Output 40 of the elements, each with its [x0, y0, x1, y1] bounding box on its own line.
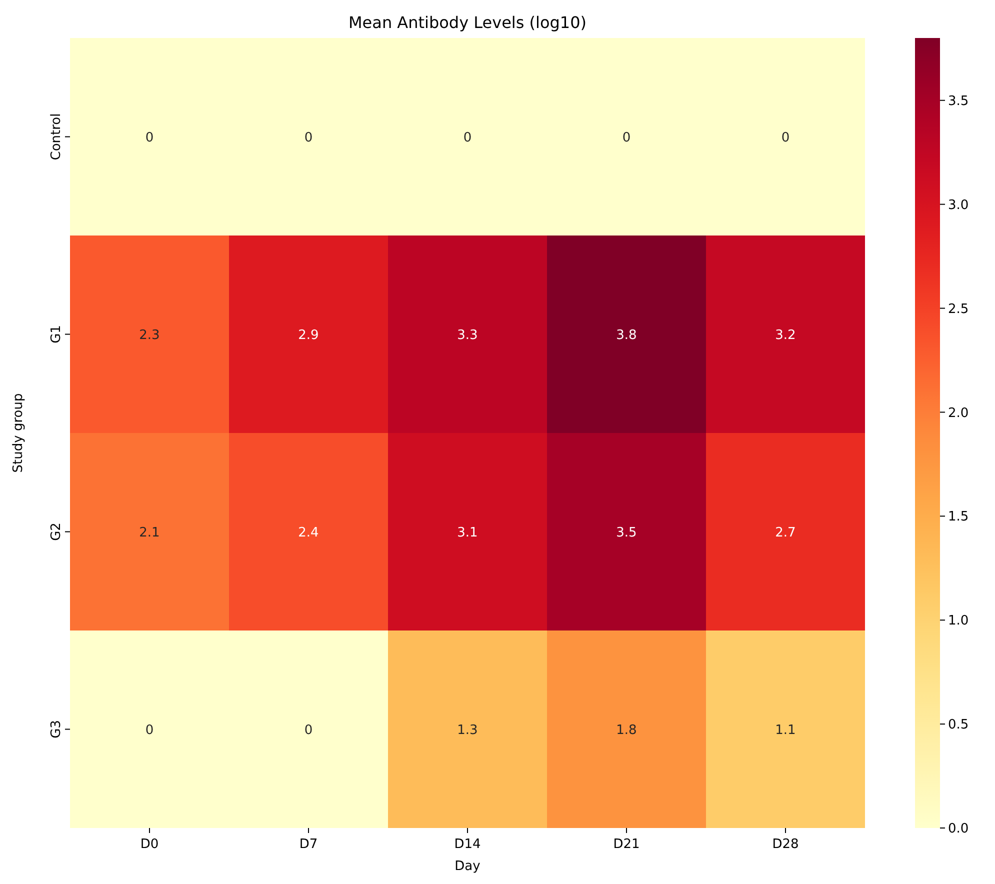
data-label: 1.1 — [775, 722, 796, 738]
color-bar-label: 3.0 — [948, 198, 969, 213]
y-tick-label: Control — [49, 113, 64, 160]
data-label: 2.9 — [298, 328, 319, 343]
color-bar-label: 0.0 — [948, 822, 969, 837]
x-tick-label: D14 — [454, 837, 481, 852]
color-bar-label: 3.5 — [948, 94, 969, 109]
data-label: 3.8 — [616, 328, 637, 343]
data-label: 0 — [304, 130, 313, 146]
data-label: 2.3 — [139, 328, 160, 343]
data-label: 3.3 — [457, 328, 478, 343]
data-label: 0 — [622, 130, 631, 146]
chart-title: Mean Antibody Levels (log10) — [348, 13, 587, 32]
data-label: 2.7 — [775, 525, 796, 540]
x-tick-label: D7 — [299, 837, 318, 852]
color-bar-label: 1.0 — [948, 614, 969, 629]
x-tick-label: D0 — [140, 837, 159, 852]
data-label: 0 — [463, 130, 472, 146]
data-label: 1.8 — [616, 722, 637, 738]
color-bar-label: 0.5 — [948, 718, 969, 733]
data-label: 2.1 — [139, 525, 160, 540]
data-label: 0 — [304, 722, 313, 738]
data-label: 2.4 — [298, 525, 319, 540]
color-bar-label: 2.0 — [948, 406, 969, 421]
data-label: 0 — [145, 130, 154, 146]
x-tick-label: D21 — [613, 837, 640, 852]
data-label: 0 — [145, 722, 154, 738]
data-label: 3.5 — [616, 525, 637, 540]
x-tick-label: D28 — [772, 837, 799, 852]
y-tick-label: G1 — [49, 325, 64, 344]
data-label: 0 — [781, 130, 790, 146]
color-bar-label: 2.5 — [948, 302, 969, 317]
color-bar-label: 1.5 — [948, 510, 969, 525]
y-tick-label: G2 — [49, 522, 64, 541]
data-label: 1.3 — [457, 722, 478, 738]
x-axis-title: Day — [454, 859, 481, 874]
data-label: 3.2 — [775, 328, 796, 343]
y-tick-label: G3 — [49, 720, 64, 738]
y-axis-title: Study group — [11, 393, 26, 473]
data-label: 3.1 — [457, 525, 478, 540]
